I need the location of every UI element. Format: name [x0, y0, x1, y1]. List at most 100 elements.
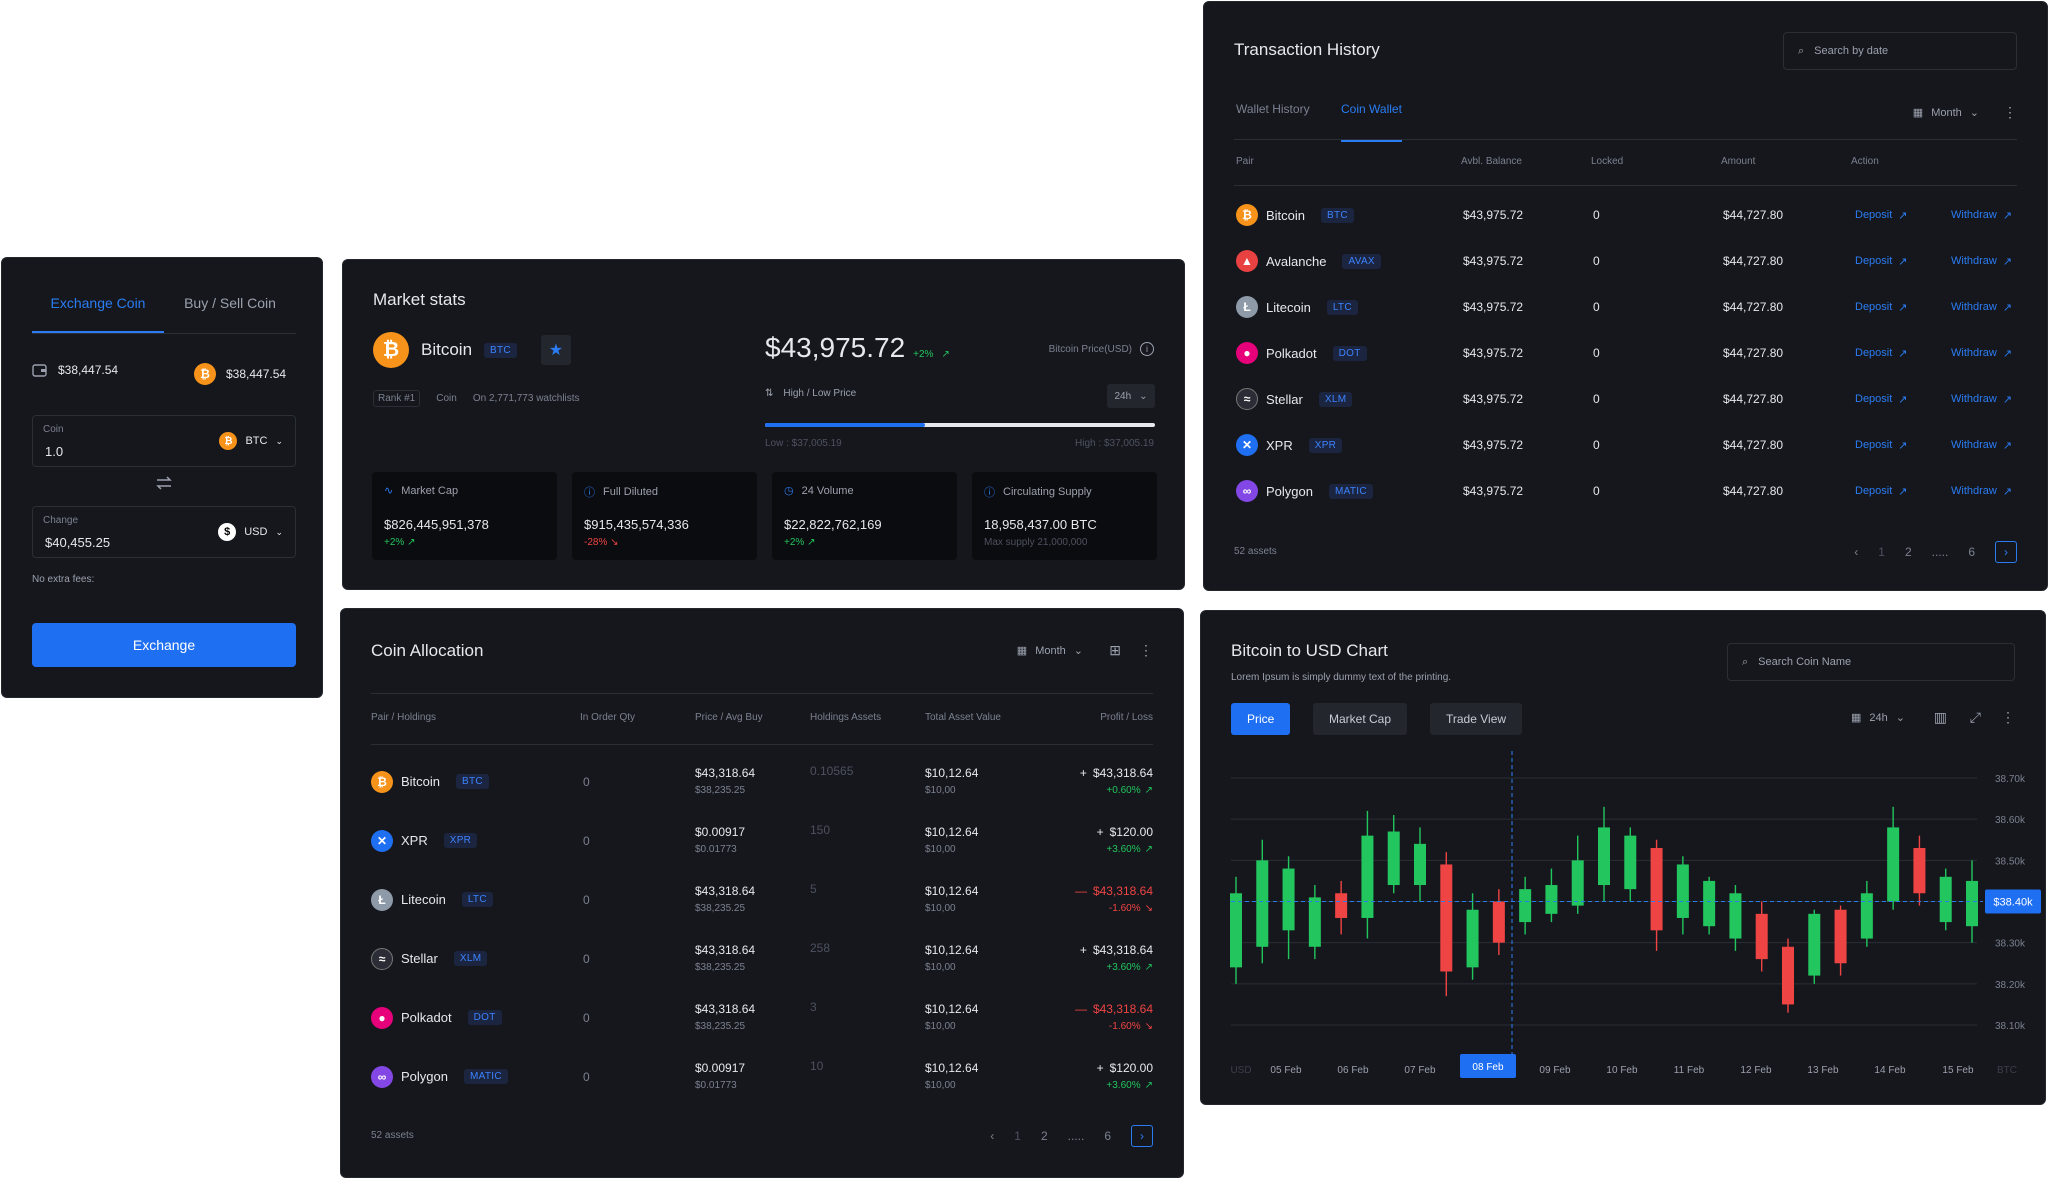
withdraw-link[interactable]: Withdraw ↗ [1951, 238, 2012, 284]
candle-body[interactable] [1361, 835, 1374, 918]
col-action[interactable]: Action [1851, 156, 1879, 167]
table-row[interactable]: ≈ Stellar XLM $43,975.72 0 $44,727.80 Deposit ↗… [1234, 376, 2017, 422]
candle-body[interactable] [1387, 831, 1400, 886]
withdraw-link[interactable]: Withdraw ↗ [1951, 284, 2012, 330]
candle-body[interactable] [1624, 835, 1637, 890]
page-link[interactable]: 2 [1040, 1129, 1048, 1143]
candle-body[interactable] [1755, 913, 1768, 960]
candle-body[interactable] [1650, 847, 1663, 931]
deposit-link[interactable]: Deposit ↗ [1855, 376, 1908, 422]
candle-body[interactable] [1282, 868, 1295, 931]
currency-select[interactable]: $ USD ⌄ [218, 523, 283, 541]
swap-icon[interactable] [154, 473, 174, 498]
candle-body[interactable] [1808, 913, 1821, 976]
chevron-right-icon[interactable]: › [1131, 1125, 1153, 1147]
info-icon[interactable]: i [1140, 342, 1154, 356]
table-row[interactable]: ₿ Bitcoin BTC $43,975.72 0 $44,727.80 Deposit ↗… [1234, 192, 2017, 238]
page-link[interactable]: 6 [1968, 545, 1975, 559]
col-pair-holdings[interactable]: Pair / Holdings [371, 712, 437, 723]
table-row[interactable]: ≈ Stellar XLM 0 $43,318.64 $38,235.25 258 $10,1… [371, 929, 1153, 988]
table-row[interactable]: ✕ XPR XPR 0 $0.00917 $0.01773 150 $10,12.64 $10,… [371, 811, 1153, 870]
coin-field-value[interactable]: 1.0 [45, 444, 64, 459]
candle-body[interactable] [1887, 827, 1900, 902]
col-in-order-qty[interactable]: In Order Qty [580, 712, 636, 723]
candle-body[interactable] [1308, 897, 1321, 947]
candle-body[interactable] [1860, 893, 1873, 939]
chevron-right-icon[interactable]: › [1995, 541, 2017, 563]
more-icon[interactable]: ⋮ [2003, 104, 2017, 120]
more-icon[interactable]: ⋮ [1139, 642, 1153, 658]
page-link[interactable]: 6 [1104, 1129, 1111, 1143]
withdraw-link[interactable]: Withdraw ↗ [1951, 468, 2012, 514]
exchange-button[interactable]: Exchange [32, 623, 296, 667]
candle-body[interactable] [1519, 889, 1532, 923]
withdraw-link[interactable]: Withdraw ↗ [1951, 330, 2012, 376]
deposit-link[interactable]: Deposit ↗ [1855, 422, 1908, 468]
coin-search-input[interactable]: ⌕ Search Coin Name [1727, 643, 2015, 681]
withdraw-link[interactable]: Withdraw ↗ [1951, 422, 2012, 468]
candle-body[interactable] [1729, 893, 1742, 939]
period-select[interactable]: ▦ Month ⌄ [1913, 106, 1979, 120]
table-row[interactable]: ▲ Avalanche AVAX $43,975.72 0 $44,727.80 Depos… [1234, 238, 2017, 284]
candle-body[interactable] [1703, 880, 1716, 927]
chevron-left-icon[interactable]: ‹ [990, 1129, 995, 1143]
col-holdings-assets[interactable]: Holdings Assets [810, 712, 882, 723]
col-pair[interactable]: Pair [1236, 156, 1254, 167]
candle-body[interactable] [1256, 860, 1269, 947]
table-row[interactable]: Ł Litecoin LTC $43,975.72 0 $44,727.80 Deposit… [1234, 284, 2017, 330]
col-price-avg-buy[interactable]: Price / Avg Buy [695, 712, 763, 723]
tab-wallet-history[interactable]: Wallet History [1236, 102, 1310, 116]
withdraw-link[interactable]: Withdraw ↗ [1951, 376, 2012, 422]
period-select[interactable]: ▦ 24h ⌄ [1851, 711, 1905, 725]
candle-body[interactable] [1966, 880, 1978, 927]
candle-body[interactable] [1492, 901, 1505, 943]
star-icon[interactable]: ★ [540, 335, 571, 365]
col-total-asset-value[interactable]: Total Asset Value [925, 712, 1001, 723]
table-row[interactable]: Ł Litecoin LTC 0 $43,318.64 $38,235.25 5 $10,12… [371, 870, 1153, 929]
withdraw-link[interactable]: Withdraw ↗ [1951, 192, 2012, 238]
candle-body[interactable] [1913, 847, 1926, 894]
page-link[interactable]: 2 [1904, 545, 1912, 559]
tab-exchange-coin[interactable]: Exchange Coin [32, 288, 164, 333]
candle-body[interactable] [1571, 860, 1584, 906]
change-field[interactable]: Change $40,455.25 $ USD ⌄ [32, 506, 296, 558]
date-search-input[interactable]: ⌕ Search by date [1783, 32, 2017, 70]
candlestick-chart[interactable]: 38.70k38.60k38.50k38.40k38.30k38.20k38.1… [1201, 751, 2046, 1105]
candle-body[interactable] [1466, 909, 1479, 968]
tab-market-cap[interactable]: Market Cap [1313, 703, 1408, 735]
candle-body[interactable] [1335, 893, 1348, 918]
deposit-link[interactable]: Deposit ↗ [1855, 468, 1908, 514]
col-amount[interactable]: Amount [1721, 156, 1756, 167]
tab-trade-view[interactable]: Trade View [1430, 703, 1523, 735]
candle-body[interactable] [1545, 885, 1558, 914]
deposit-link[interactable]: Deposit ↗ [1855, 330, 1908, 376]
table-row[interactable]: ∞ Polygon MATIC 0 $0.00917 $0.01773 10 $10,12.6… [371, 1047, 1153, 1106]
col-locked[interactable]: Locked [1591, 156, 1624, 167]
table-row[interactable]: ₿ Bitcoin BTC 0 $43,318.64 $38,235.25 0.10565 $… [371, 752, 1153, 811]
coin-field[interactable]: Coin 1.0 ₿ BTC ⌄ [32, 415, 296, 467]
candle-body[interactable] [1440, 864, 1453, 972]
table-row[interactable]: ∞ Polygon MATIC $43,975.72 0 $44,727.80 Deposi… [1234, 468, 2017, 514]
table-row[interactable]: ● Polkadot DOT $43,975.72 0 $44,727.80 Deposit… [1234, 330, 2017, 376]
candle-body[interactable] [1782, 946, 1794, 1005]
deposit-link[interactable]: Deposit ↗ [1855, 284, 1908, 330]
grid-icon[interactable]: ⊞ [1109, 642, 1121, 658]
bar-chart-icon[interactable]: ▥ [1933, 709, 1947, 725]
tab-price[interactable]: Price [1231, 703, 1291, 735]
col-balance[interactable]: Avbl. Balance [1461, 156, 1522, 167]
tab-buy-sell-coin[interactable]: Buy / Sell Coin [184, 295, 276, 311]
candle-body[interactable] [1834, 909, 1847, 964]
candle-body[interactable] [1676, 864, 1689, 918]
table-row[interactable]: ✕ XPR XPR $43,975.72 0 $44,727.80 Deposit ↗ With… [1234, 422, 2017, 468]
tab-coin-wallet[interactable]: Coin Wallet [1341, 102, 1402, 142]
chevron-left-icon[interactable]: ‹ [1854, 545, 1859, 559]
page-link[interactable]: 1 [1014, 1129, 1021, 1143]
candle-body[interactable] [1939, 876, 1952, 923]
candle-body[interactable] [1230, 893, 1242, 968]
change-field-value[interactable]: $40,455.25 [45, 535, 111, 550]
col-profit-loss[interactable]: Profit / Loss [1100, 712, 1153, 723]
period-select[interactable]: 24h ⌄ [1107, 384, 1155, 408]
table-row[interactable]: ● Polkadot DOT 0 $43,318.64 $38,235.25 3 $10,12… [371, 988, 1153, 1047]
expand-icon[interactable]: ⤢ [1969, 709, 1981, 725]
deposit-link[interactable]: Deposit ↗ [1855, 192, 1908, 238]
